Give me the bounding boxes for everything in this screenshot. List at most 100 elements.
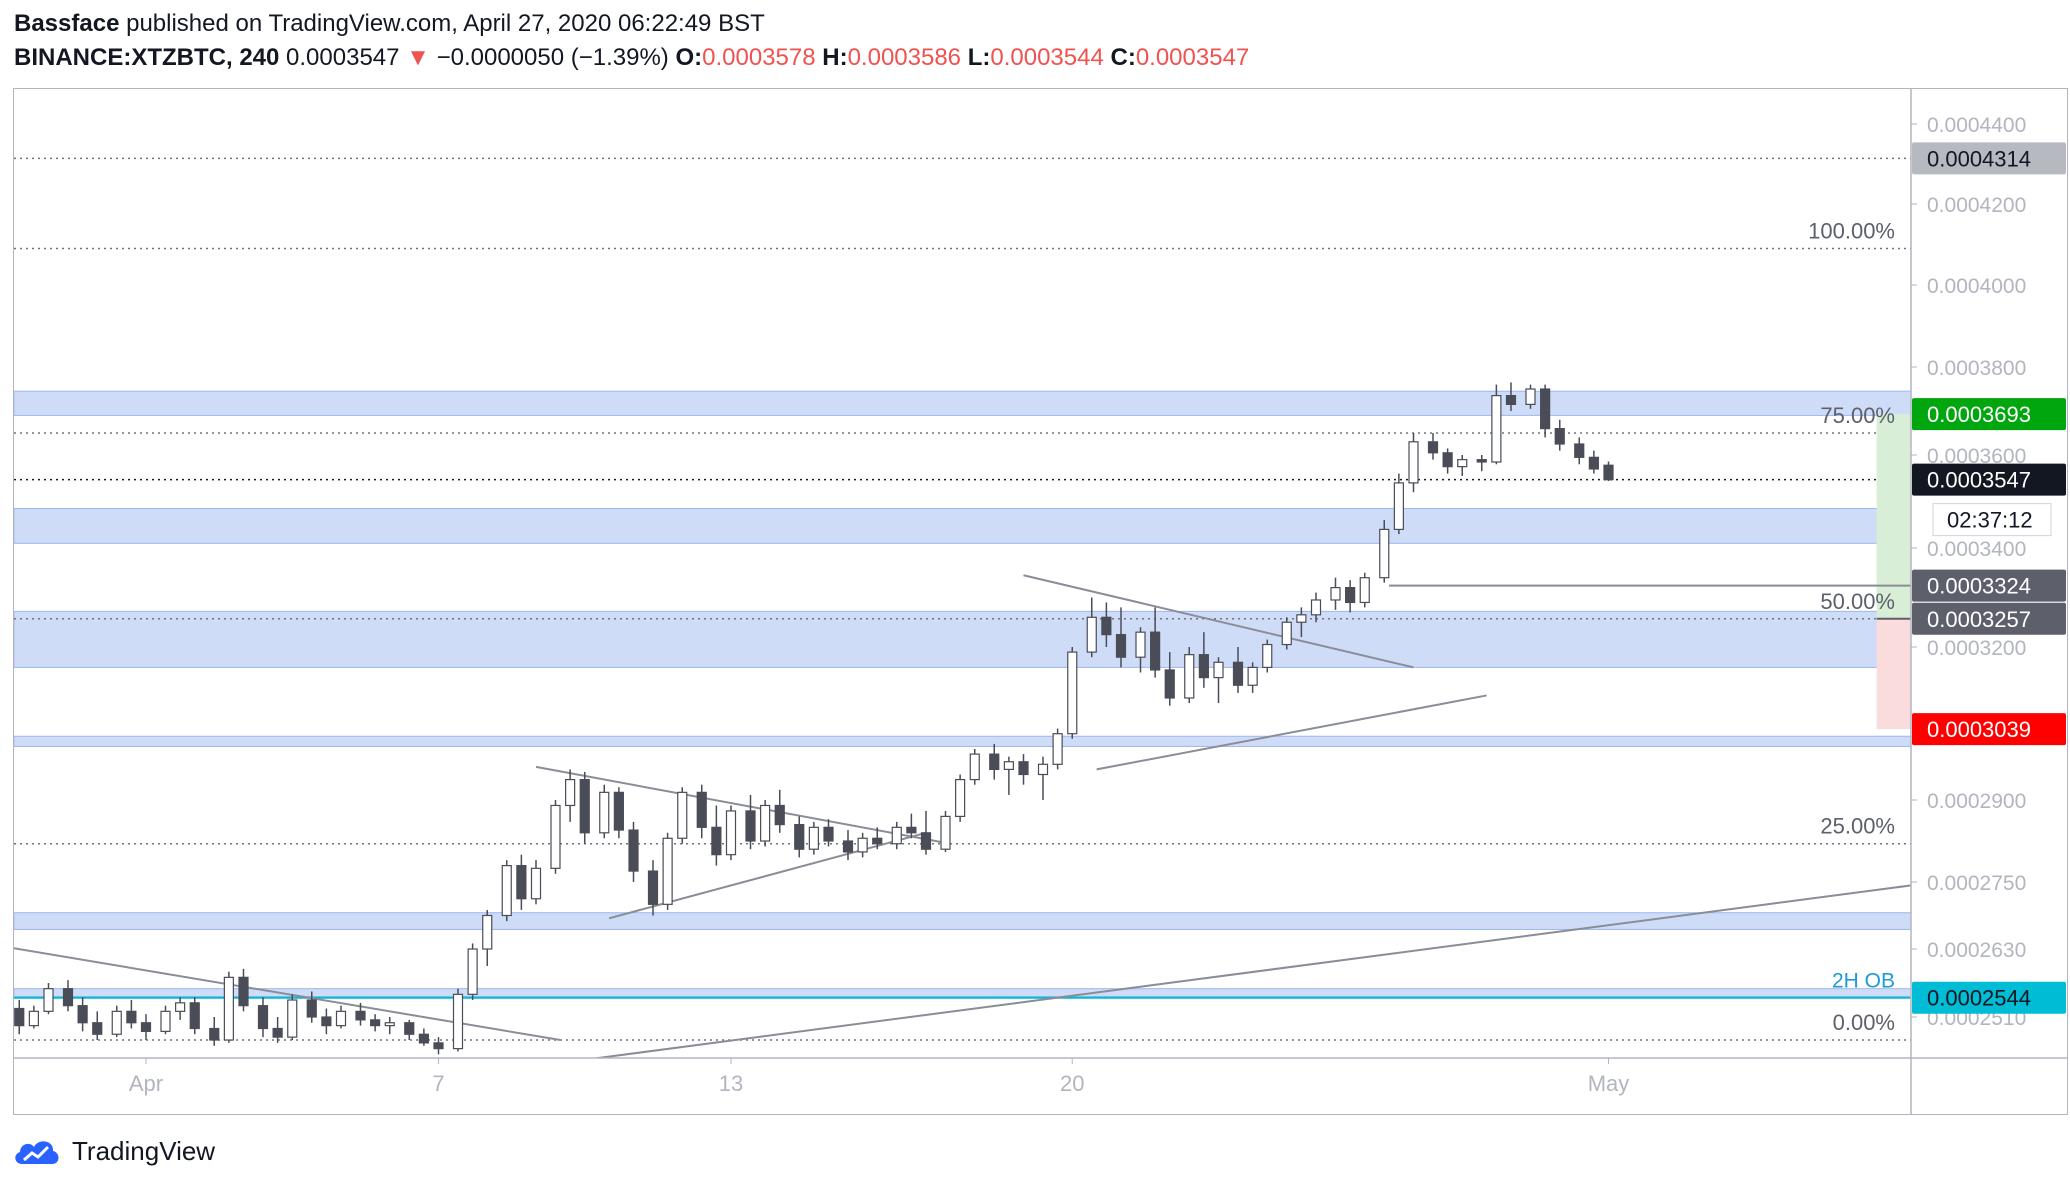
down-arrow-icon: ▼ (406, 44, 430, 71)
price-change: −0.0000050 (−1.39%) (436, 44, 669, 71)
time-tick-label: Apr (129, 1071, 163, 1096)
candle-body (579, 778, 590, 834)
order-block-text: 2H OB (1832, 970, 1895, 993)
price-label: 0.0004314 (1927, 146, 2031, 171)
candle-body (550, 804, 561, 869)
candle-body (823, 826, 834, 842)
candle-body (1135, 631, 1146, 658)
price-tick-label: 0.0002750 (1927, 872, 2026, 895)
candle-body (111, 1010, 122, 1035)
candle-body (175, 1002, 186, 1012)
close-value: 0.0003547 (1135, 44, 1250, 71)
candle-body (321, 1016, 332, 1027)
candle-body (774, 804, 785, 826)
price-chart[interactable]: 100.00% 75.00% 50.00% 25.00% 0.00% 2H OB 0.000… (14, 89, 2067, 1114)
candle-body (1198, 654, 1209, 679)
fib-level-label: 50.00% (1820, 589, 1895, 614)
candle-body (160, 1010, 171, 1032)
fib-level-label: 0.00% (1833, 1010, 1895, 1035)
candle-body (906, 826, 917, 834)
candle-body (355, 1010, 366, 1021)
candle-body (920, 832, 932, 850)
candle-body (1345, 587, 1356, 604)
order-block-price-label-bg (1912, 981, 2066, 1014)
plot-area (14, 157, 1911, 1058)
candle-body (1393, 482, 1404, 530)
publish-header: Bassface published on TradingView.com, A… (14, 10, 765, 38)
price-tick-label: 0.0003600 (1927, 445, 2026, 468)
candle-body (1052, 733, 1063, 765)
chart-pane[interactable]: 100.00% 75.00% 50.00% 25.00% 0.00% 2H OB 0.000… (13, 88, 2068, 1115)
trendline (1023, 574, 1414, 669)
candle-body (794, 823, 805, 850)
tradingview-brand[interactable]: TradingView (72, 1135, 216, 1166)
candle-body (628, 829, 639, 872)
candle-body (482, 914, 493, 950)
candle-body (1588, 456, 1599, 470)
sr-zone (14, 912, 1911, 930)
time-tick-label: 20 (1060, 1071, 1084, 1096)
candle-body (1164, 669, 1175, 699)
candle-body (370, 1019, 381, 1027)
candle-body (272, 1027, 283, 1038)
candle-body (808, 826, 819, 850)
candle-body (257, 1005, 269, 1030)
price-tick-label: 0.0004200 (1927, 194, 2026, 217)
candle-body (613, 791, 624, 831)
candle-body (725, 810, 737, 856)
candle-body (1457, 459, 1468, 468)
candle-body (1427, 441, 1439, 454)
price-tick-label: 0.0004000 (1927, 275, 2026, 298)
price-tick-label: 0.0002900 (1927, 790, 2026, 813)
candle-body (501, 864, 512, 917)
published-text: published on TradingView.com, April 27, … (126, 10, 765, 37)
price-tick-label: 0.0002630 (1927, 939, 2026, 962)
bar-countdown-label: 02:37:12 (1947, 508, 2033, 533)
candle-body (969, 753, 980, 781)
candle-body (565, 778, 576, 807)
candle-body (92, 1022, 103, 1035)
candle-body (140, 1022, 152, 1032)
price-label-bg (1912, 569, 2066, 602)
fib-level-label: 75.00% (1820, 403, 1895, 428)
last-price: 0.0003547 (286, 44, 400, 71)
price-tick-label: 0.0004400 (1927, 114, 2026, 137)
symbol-label[interactable]: BINANCE:XTZBTC, 240 (14, 44, 280, 71)
order-block-price-label: 0.0002544 (1927, 986, 2031, 1011)
candle-body (1262, 643, 1273, 669)
candle-body (872, 837, 883, 845)
entry-price-label: 0.0003257 (1927, 607, 2031, 632)
candle-body (1476, 459, 1487, 463)
target-price-label: 0.0003693 (1927, 402, 2031, 427)
tradingview-cloud-icon[interactable] (12, 1134, 62, 1168)
candle-body (1003, 761, 1014, 771)
candle-body (189, 1002, 200, 1030)
sr-zone (14, 507, 1911, 544)
candle-body (1232, 661, 1244, 686)
target-price-label-bg (1912, 398, 2066, 431)
candle-body (306, 999, 317, 1018)
candle-body (1554, 428, 1565, 445)
footer: TradingView (12, 1131, 215, 1171)
open-value: 0.0003578 (702, 44, 816, 71)
price-label: 0.0003324 (1927, 574, 2031, 599)
candle-body (647, 870, 659, 905)
author-name[interactable]: Bassface (14, 10, 120, 37)
ohlc-legend: BINANCE:XTZBTC, 240 0.0003547 ▼ −0.00000… (14, 44, 1249, 72)
stop-price-label-bg (1912, 713, 2066, 746)
sr-zone (14, 735, 1911, 747)
candle-body (77, 1005, 88, 1024)
candle-body (467, 948, 478, 995)
candle-body (989, 753, 1000, 770)
candle-body (1281, 621, 1292, 646)
countdown-bg (1932, 503, 2052, 537)
high-label: H: (822, 44, 848, 71)
candle-body (1525, 388, 1536, 405)
price-tick-label: 0.0003800 (1927, 357, 2026, 380)
fib-level-label: 25.00% (1820, 814, 1895, 839)
candle-body (43, 988, 54, 1012)
candle-body (599, 791, 610, 834)
candle-body (1491, 395, 1502, 463)
candle-body (696, 791, 707, 828)
candle-body (1574, 443, 1585, 458)
